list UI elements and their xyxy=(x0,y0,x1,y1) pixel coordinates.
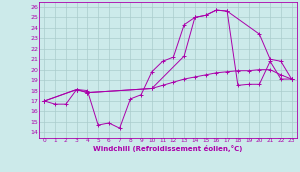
X-axis label: Windchill (Refroidissement éolien,°C): Windchill (Refroidissement éolien,°C) xyxy=(93,145,243,152)
